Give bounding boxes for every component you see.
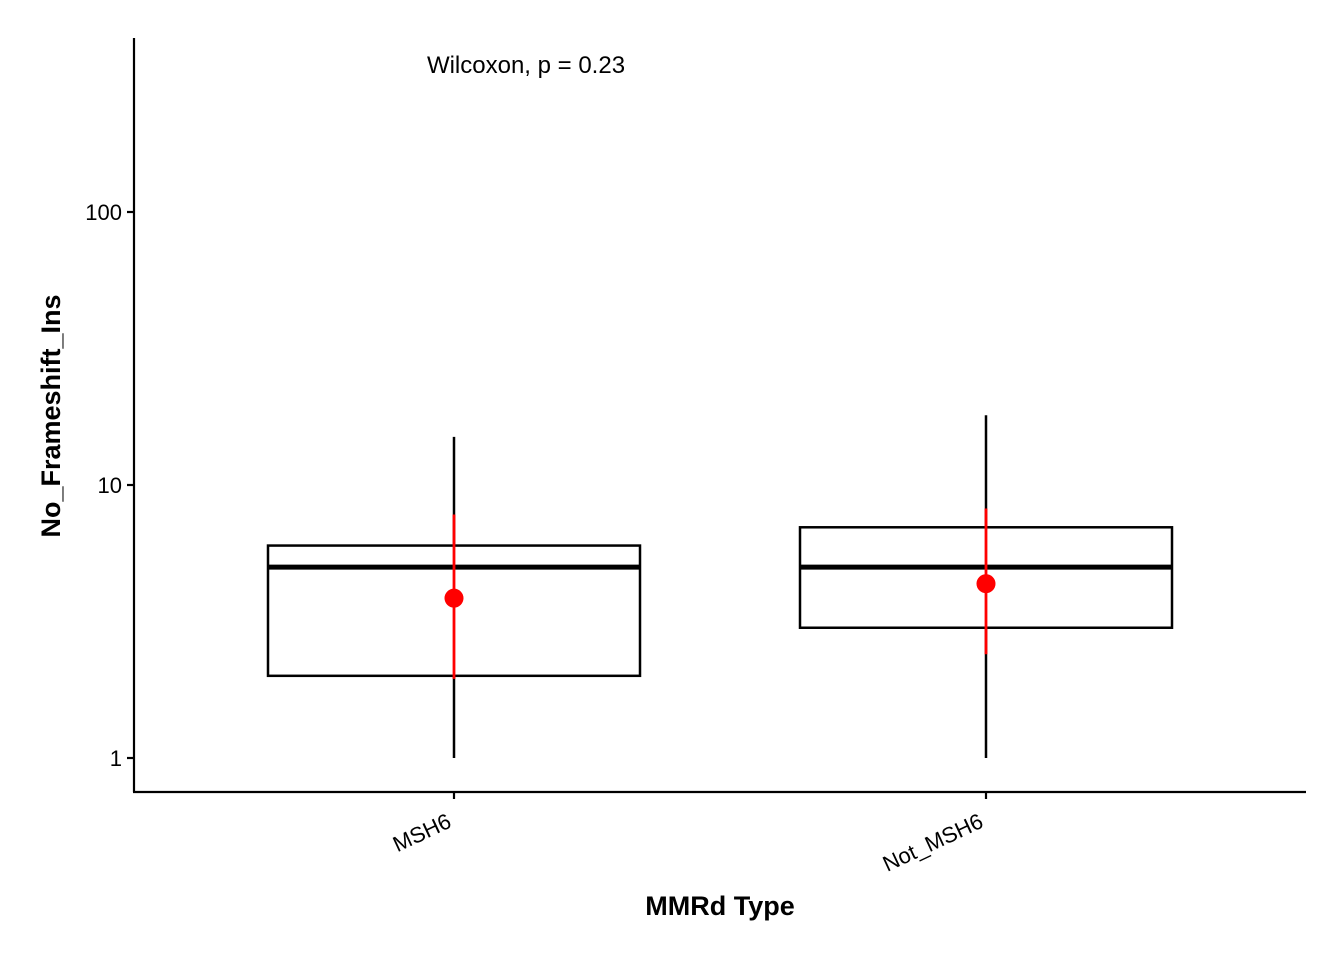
y-tick-label: 1: [110, 746, 122, 771]
mean-point: [444, 588, 464, 608]
axes: [132, 38, 1306, 794]
box-group-msh6: [266, 436, 642, 758]
plot-marks: [266, 415, 1174, 758]
ticks: 1 10 100 MSH6 Not_MSH6: [85, 200, 988, 877]
x-axis-title: MMRd Type: [645, 891, 795, 921]
y-tick-label: 10: [98, 473, 122, 498]
mean-point: [976, 574, 996, 594]
annotation-text: Wilcoxon, p = 0.23: [427, 52, 625, 79]
y-tick-label: 100: [85, 200, 122, 225]
y-axis-title: No_Frameshift_Ins: [36, 294, 66, 537]
box-group-not-msh6: [798, 415, 1174, 758]
x-tick-label: MSH6: [389, 808, 455, 856]
x-tick-label: Not_MSH6: [879, 808, 987, 876]
